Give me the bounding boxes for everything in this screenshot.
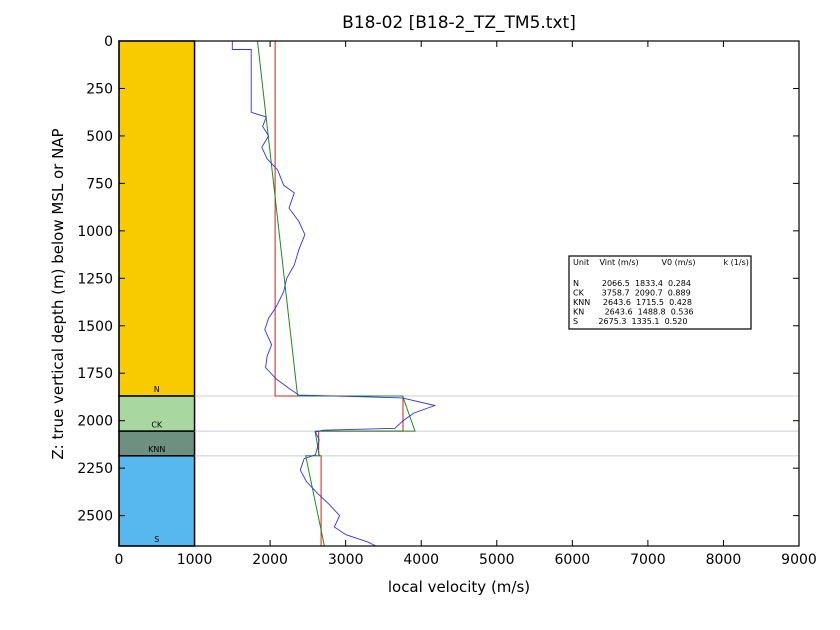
vint-line bbox=[274, 41, 404, 546]
y-axis-ticks: 0 250 500 750 1000 1250 1500 1750 2000 2250 2500 bbox=[77, 34, 799, 525]
y-tick-label: 2500 bbox=[77, 509, 113, 525]
y-tick-label: 1000 bbox=[77, 224, 113, 240]
parameter-table-header: Unit Vint (m/s) V0 (m/s) k (1/s) bbox=[573, 258, 749, 267]
unit-label-knn: KNN bbox=[148, 445, 165, 454]
parameter-table-row: S 2675.3 1335.1 0.520 bbox=[573, 317, 687, 326]
series-group bbox=[231, 40, 437, 547]
y-tick-label: 2250 bbox=[77, 461, 113, 477]
x-tick-label: 3000 bbox=[328, 552, 364, 568]
unit-label-s: S bbox=[154, 535, 159, 544]
chart-title: B18-02 [B18-2_TZ_TM5.txt] bbox=[342, 13, 576, 33]
x-tick-label: 1000 bbox=[177, 552, 213, 568]
unit-label-ck: CK bbox=[151, 420, 163, 429]
unit-block-n bbox=[118, 40, 196, 397]
y-tick-label: 2000 bbox=[77, 414, 113, 430]
y-tick-label: 750 bbox=[86, 176, 113, 192]
y-tick-label: 1500 bbox=[77, 319, 113, 335]
x-tick-label: 9000 bbox=[781, 552, 817, 568]
parameter-table: Unit Vint (m/s) V0 (m/s) k (1/s) N 2066.… bbox=[568, 255, 752, 330]
x-tick-label: 6000 bbox=[555, 552, 591, 568]
y-tick-label: 0 bbox=[104, 34, 113, 50]
y-axis-label: Z: true vertical depth (m) below MSL or … bbox=[49, 128, 67, 459]
x-tick-label: 0 bbox=[115, 552, 124, 568]
unit-labels: N CK KNN S bbox=[148, 385, 165, 544]
y-tick-label: 1250 bbox=[77, 271, 113, 287]
unit-label-n: N bbox=[154, 385, 160, 394]
parameter-table-row: CK 3758.7 2090.7 0.889 bbox=[573, 289, 691, 298]
parameter-table-row: N 2066.5 1833.4 0.284 bbox=[573, 279, 691, 288]
parameter-table-row: KNN 2643.6 1715.5 0.428 bbox=[573, 298, 692, 307]
velocity-log-line bbox=[231, 41, 437, 547]
unit-boundaries bbox=[194, 395, 799, 547]
x-tick-label: 8000 bbox=[706, 552, 742, 568]
x-tick-label: 4000 bbox=[403, 552, 439, 568]
x-tick-label: 7000 bbox=[630, 552, 666, 568]
parameter-table-box bbox=[568, 255, 752, 330]
y-tick-label: 250 bbox=[86, 81, 113, 97]
parameter-table-row: KN 2643.6 1488.8 0.536 bbox=[573, 308, 694, 317]
x-axis-ticks: 0 1000 2000 3000 4000 5000 6000 7000 8000 9000 bbox=[115, 41, 817, 568]
x-axis-label: local velocity (m/s) bbox=[388, 578, 530, 596]
y-tick-label: 500 bbox=[86, 129, 113, 145]
lithology-column bbox=[118, 40, 196, 547]
v0k-line bbox=[257, 40, 416, 547]
x-tick-label: 2000 bbox=[252, 552, 288, 568]
unit-block-s bbox=[118, 455, 196, 547]
x-tick-label: 5000 bbox=[479, 552, 515, 568]
plot-frame bbox=[118, 40, 800, 547]
y-tick-label: 1750 bbox=[77, 366, 113, 382]
